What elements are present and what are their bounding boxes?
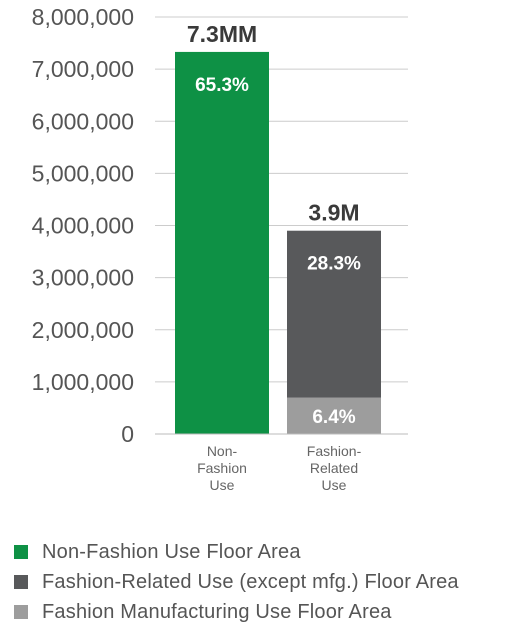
data-label: 6.4% bbox=[312, 407, 355, 428]
bar-segment bbox=[175, 51, 269, 435]
legend-item-fashion-related: Fashion-Related Use (except mfg.) Floor … bbox=[14, 567, 459, 597]
y-tick-label: 1,000,000 bbox=[32, 369, 134, 395]
y-tick-label: 0 bbox=[121, 421, 134, 447]
y-tick-label: 7,000,000 bbox=[32, 56, 134, 82]
y-tick-label: 4,000,000 bbox=[32, 213, 134, 239]
legend-swatch bbox=[14, 575, 28, 589]
bar-segment bbox=[287, 397, 381, 434]
x-tick-label: Fashion-Related Use bbox=[307, 443, 362, 493]
legend-item-fashion-manufacturing: Fashion Manufacturing Use Floor Area bbox=[14, 597, 459, 627]
legend-label: Fashion Manufacturing Use Floor Area bbox=[42, 600, 392, 623]
data-label: 28.3% bbox=[307, 254, 361, 275]
total-label: 3.9M bbox=[308, 200, 359, 226]
total-label: 7.3MM bbox=[187, 21, 257, 47]
y-tick-label: 5,000,000 bbox=[32, 160, 134, 186]
legend-swatch bbox=[14, 605, 28, 619]
legend-swatch bbox=[14, 545, 28, 559]
x-tick-label: Non-Fashion Use bbox=[197, 443, 247, 493]
legend-label: Non-Fashion Use Floor Area bbox=[42, 540, 301, 563]
legend-label: Fashion-Related Use (except mfg.) Floor … bbox=[42, 570, 459, 593]
legend-item-non-fashion: Non-Fashion Use Floor Area bbox=[14, 537, 459, 567]
legend: Non-Fashion Use Floor Area Fashion-Relat… bbox=[14, 537, 459, 627]
bar-segment bbox=[287, 230, 381, 398]
y-tick-label: 3,000,000 bbox=[32, 265, 134, 291]
bar-chart: 0 1,000,000 2,000,000 3,000,000 4,000,000 5,0… bbox=[32, 4, 408, 493]
y-tick-label: 8,000,000 bbox=[32, 4, 134, 30]
data-label: 65.3% bbox=[195, 75, 249, 96]
y-tick-label: 2,000,000 bbox=[32, 317, 134, 343]
y-tick-label: 6,000,000 bbox=[32, 108, 134, 134]
